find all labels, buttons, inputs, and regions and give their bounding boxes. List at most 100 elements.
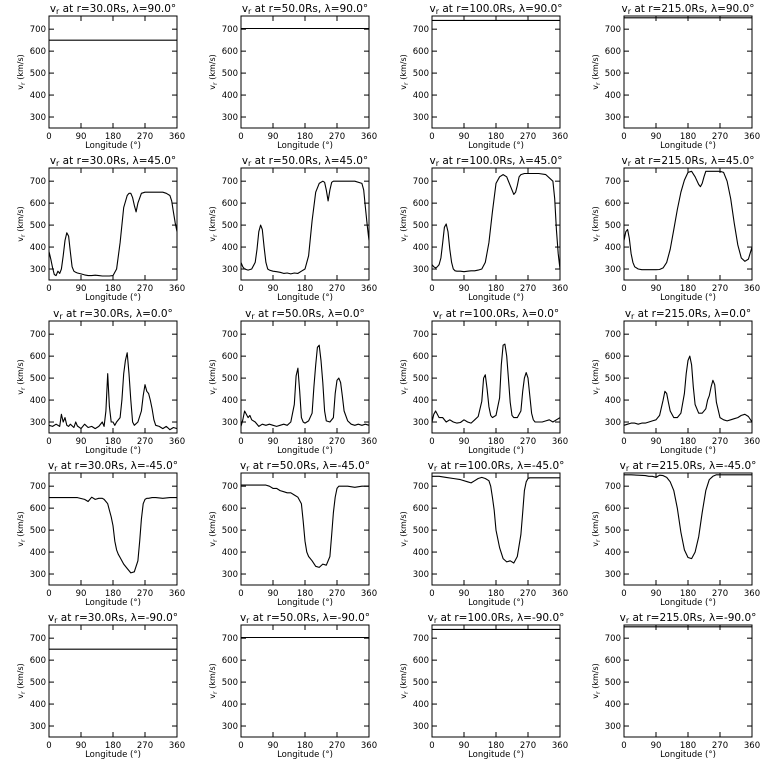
panel-1-0: vr at r=30.0Rs, λ=45.0° 0 90 180 270 360 300 40…	[16, 155, 185, 303]
y-axis-label: vr (km/s)	[591, 359, 602, 395]
x-tick-label: 270	[712, 437, 728, 447]
x-tick-label: 180	[105, 741, 121, 751]
y-tick-label: 700	[605, 634, 621, 644]
y-tick-label: 400	[605, 548, 621, 558]
plot-frame	[623, 15, 753, 129]
x-tick-label: 270	[137, 437, 153, 447]
x-tick-label: 360	[361, 132, 377, 142]
x-axis-label: Longitude (°)	[85, 446, 141, 456]
y-tick-label: 300	[605, 570, 621, 580]
x-tick-label: 90	[651, 132, 662, 142]
y-tick-label: 600	[222, 199, 238, 209]
series-line	[432, 475, 560, 564]
x-axis-label: Longitude (°)	[277, 141, 333, 151]
plot-frame	[240, 167, 370, 281]
y-tick-label: 500	[413, 678, 429, 688]
y-tick-label: 700	[222, 330, 238, 340]
x-tick-label: 90	[76, 741, 87, 751]
plot-frame	[240, 624, 370, 738]
y-tick-label: 500	[605, 374, 621, 384]
x-tick-label: 0	[621, 437, 626, 447]
x-tick-label: 0	[621, 741, 626, 751]
y-axis-label: vr (km/s)	[208, 54, 219, 90]
x-tick-label: 180	[297, 589, 313, 599]
y-tick-label: 500	[605, 678, 621, 688]
panel-title: vr at r=100.0Rs, λ=-90.0°	[428, 612, 565, 625]
y-tick-label: 700	[222, 25, 238, 35]
x-tick-label: 90	[459, 437, 470, 447]
y-tick-label: 700	[222, 482, 238, 492]
y-tick-label: 400	[413, 243, 429, 253]
x-tick-label: 90	[76, 437, 87, 447]
x-tick-label: 180	[105, 437, 121, 447]
panel-title: vr at r=215.0Rs, λ=-45.0°	[620, 460, 757, 473]
x-axis-label: Longitude (°)	[277, 293, 333, 303]
x-tick-label: 180	[680, 284, 696, 294]
y-axis-label: vr (km/s)	[208, 511, 219, 547]
x-tick-label: 360	[552, 741, 568, 751]
x-tick-label: 360	[169, 132, 185, 142]
x-axis-label: Longitude (°)	[277, 750, 333, 760]
x-tick-label: 270	[520, 437, 536, 447]
series-line	[241, 484, 369, 568]
plot-frame	[240, 320, 370, 434]
y-axis-label: vr (km/s)	[208, 206, 219, 242]
y-tick-label: 400	[222, 700, 238, 710]
x-tick-label: 360	[552, 589, 568, 599]
panel-1-1: vr at r=50.0Rs, λ=45.0° 0 90 180 270 360 300 40…	[208, 155, 377, 303]
x-tick-label: 270	[520, 132, 536, 142]
x-tick-label: 360	[169, 589, 185, 599]
y-tick-label: 500	[222, 374, 238, 384]
x-tick-label: 90	[459, 284, 470, 294]
y-tick-label: 500	[413, 69, 429, 79]
y-tick-label: 700	[222, 634, 238, 644]
x-tick-label: 180	[105, 284, 121, 294]
series-line	[431, 343, 561, 424]
series-line	[431, 172, 561, 273]
panel-4-1: vr at r=50.0Rs, λ=-90.0° 0 90 180 270 360 300 4…	[208, 612, 377, 760]
panel-2-2: vr at r=100.0Rs, λ=0.0° 0 90 180 270 360 300 40…	[399, 308, 568, 456]
x-tick-label: 0	[429, 284, 434, 294]
y-axis-label: vr (km/s)	[591, 663, 602, 699]
y-tick-label: 600	[30, 47, 46, 57]
x-tick-label: 360	[744, 132, 760, 142]
x-tick-label: 360	[361, 741, 377, 751]
panel-title: vr at r=215.0Rs, λ=90.0°	[622, 3, 755, 16]
x-tick-label: 180	[297, 132, 313, 142]
y-tick-label: 600	[413, 656, 429, 666]
x-tick-label: 90	[459, 132, 470, 142]
plot-frame	[431, 624, 561, 738]
x-tick-label: 0	[46, 741, 51, 751]
plot-frame	[431, 15, 561, 129]
y-tick-label: 700	[413, 177, 429, 187]
x-tick-label: 0	[238, 284, 243, 294]
x-tick-label: 360	[361, 437, 377, 447]
plot-frame	[240, 15, 370, 129]
x-tick-label: 270	[329, 284, 345, 294]
x-tick-label: 360	[169, 284, 185, 294]
y-tick-label: 700	[30, 177, 46, 187]
y-axis-label: vr (km/s)	[16, 54, 27, 90]
x-tick-label: 90	[268, 437, 279, 447]
panel-2-0: vr at r=30.0Rs, λ=0.0° 0 90 180 270 360 300 400…	[16, 308, 185, 456]
y-tick-label: 500	[413, 374, 429, 384]
y-tick-label: 400	[222, 91, 238, 101]
x-tick-label: 0	[46, 284, 51, 294]
x-axis-label: Longitude (°)	[468, 141, 524, 151]
y-tick-label: 700	[413, 482, 429, 492]
x-tick-label: 90	[268, 132, 279, 142]
y-tick-label: 600	[413, 199, 429, 209]
x-tick-label: 270	[329, 741, 345, 751]
y-tick-label: 700	[413, 634, 429, 644]
x-tick-label: 180	[488, 589, 504, 599]
x-tick-label: 90	[76, 132, 87, 142]
y-tick-label: 300	[605, 722, 621, 732]
y-axis-label: vr (km/s)	[399, 359, 410, 395]
y-tick-label: 500	[413, 526, 429, 536]
plot-frame	[623, 167, 753, 281]
x-tick-label: 180	[297, 741, 313, 751]
x-tick-label: 90	[651, 741, 662, 751]
x-tick-label: 180	[297, 284, 313, 294]
panel-title: vr at r=50.0Rs, λ=90.0°	[242, 3, 368, 16]
x-tick-label: 270	[329, 437, 345, 447]
